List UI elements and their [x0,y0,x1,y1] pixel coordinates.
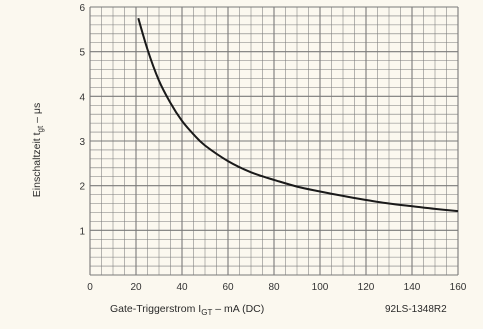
x-tick-label: 40 [176,282,188,293]
y-tick-label: 2 [79,182,85,193]
y-axis-title: Einschaltzeit tgt – μs [31,103,45,197]
y-tick-label: 1 [79,226,85,237]
series-line [137,17,459,213]
x-tick-label: 120 [358,282,375,293]
y-tick-label: 3 [79,137,85,148]
y-tick-label: 5 [79,48,85,59]
y-axis-title-rest: – μs [31,103,43,126]
grid [89,6,459,276]
x-tick-label: 140 [404,282,421,293]
x-axis-title: Gate-Triggerstrom IGT – mA (DC) [110,303,264,317]
x-axis-title-main: Gate-Triggerstrom I [110,303,201,315]
x-tick-label: 80 [268,282,280,293]
y-axis-title-main: Einschaltzeit t [31,132,43,197]
x-tick-label: 60 [222,282,234,293]
x-tick-label: 0 [87,282,93,293]
figure-reference: 92LS-1348R2 [385,304,447,315]
tick-labels: 0 20 40 60 80 100 120 140 160 1 2 3 4 5 6 [79,3,466,293]
x-axis-title-sub: GT [201,308,212,317]
y-tick-label: 4 [79,92,85,103]
x-tick-label: 100 [312,282,329,293]
x-axis-title-rest: – mA (DC) [212,303,264,315]
x-tick-label: 20 [130,282,142,293]
y-tick-label: 6 [79,3,85,14]
x-tick-label: 160 [450,282,467,293]
y-axis-title-sub: gt [36,125,45,132]
